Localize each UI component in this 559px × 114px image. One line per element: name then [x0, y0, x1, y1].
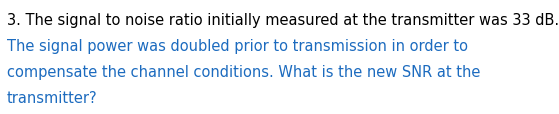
Text: compensate the channel conditions. What is the new SNR at the: compensate the channel conditions. What …: [7, 64, 480, 79]
Text: The signal power was doubled prior to transmission in order to: The signal power was doubled prior to tr…: [7, 39, 468, 54]
Text: 3. The signal to noise ratio initially measured at the transmitter was 33 dB.: 3. The signal to noise ratio initially m…: [7, 13, 559, 28]
Text: transmitter?: transmitter?: [7, 90, 97, 105]
